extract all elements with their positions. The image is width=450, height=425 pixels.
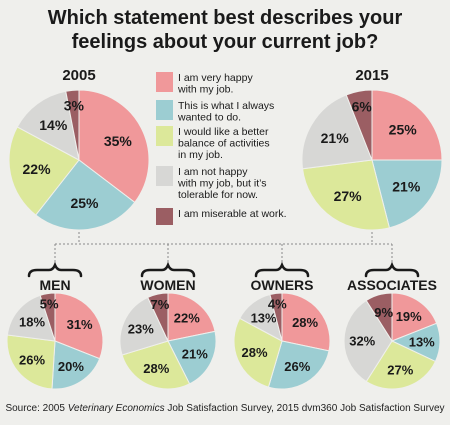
legend-label-0: I am very happy with my job.	[177, 72, 253, 96]
legend-swatch-1	[156, 100, 173, 120]
pie-label-owners-3: 13%	[251, 310, 277, 325]
pie-slice-associates-2	[365, 340, 437, 390]
pie-slice-women-1	[167, 330, 217, 385]
legend-label-line: This is what I always	[178, 100, 274, 112]
legend-label-line: balance of activities	[178, 138, 270, 150]
pie-slice-women-4	[147, 292, 169, 342]
legend-swatch-4	[156, 208, 173, 225]
legend-label-line: I would like a better	[178, 126, 269, 138]
legend-label-2: I would like a better balance of activiti…	[178, 126, 270, 161]
pie-slice-owners-4	[269, 292, 283, 342]
connector-lines	[54, 232, 393, 262]
pie-slice-associates-4	[365, 292, 393, 343]
pie-label-2005-1: 25%	[70, 195, 99, 211]
pie-label-2015-4: 6%	[352, 98, 373, 114]
pie-slice-men-2	[6, 334, 56, 390]
pie-label-owners-0: 28%	[292, 315, 318, 330]
pie-label-associates-2: 27%	[387, 362, 413, 377]
pie-slice-women-3	[119, 296, 169, 356]
pie-label-associates-0: 19%	[396, 309, 422, 324]
pie-title-owners: OWNERS	[251, 277, 314, 293]
pie-slice-owners-0	[281, 292, 331, 352]
pie-slice-owners-1	[267, 340, 330, 390]
pie-slice-2005-3	[16, 90, 80, 161]
legend-label-line: wanted to do.	[177, 112, 241, 124]
pie-slice-2015-0	[371, 89, 443, 161]
legend-swatch-0	[156, 72, 173, 92]
pie-label-owners-1: 26%	[284, 359, 310, 374]
chart-title: Which statement best describes your feel…	[0, 6, 450, 54]
legend-label-line: with my job, but it’s	[177, 178, 267, 190]
legend-label-line: I am miserable at work.	[178, 208, 287, 220]
pie-title-men: MEN	[39, 277, 70, 293]
legend-label-1: This is what I always wanted to do.	[177, 100, 274, 124]
pie-title-women: WOMEN	[140, 277, 195, 293]
pie-slice-2015-2	[301, 159, 391, 231]
pie-label-2015-2: 27%	[334, 188, 363, 204]
pie-label-owners-4: 4%	[268, 297, 287, 312]
pie-label-2005-0: 35%	[104, 133, 133, 149]
source-publication: Veterinary Economics	[67, 403, 165, 414]
pie-label-2015-0: 25%	[389, 121, 418, 137]
pie-slice-men-3	[6, 294, 56, 342]
legend-label-3: I am not happy with my job, but it’s toler…	[177, 166, 267, 201]
pie-title-associates: ASSOCIATES	[347, 277, 437, 293]
legend-label-line: I am not happy	[178, 166, 248, 178]
pie-slice-associates-3	[343, 299, 393, 383]
pie-label-2015-3: 21%	[321, 130, 350, 146]
brace-women	[140, 261, 196, 278]
pie-slice-2005-1	[35, 159, 136, 231]
pie-label-women-0: 22%	[174, 311, 200, 326]
pie-label-men-0: 31%	[67, 317, 93, 332]
pie-label-women-4: 7%	[151, 297, 170, 312]
brace-owners	[254, 261, 310, 278]
pie-label-2005-2: 22%	[23, 161, 52, 177]
legend-swatch-3	[156, 166, 173, 186]
pie-label-associates-3: 32%	[349, 334, 375, 349]
pie-title-2005: 2005	[62, 67, 95, 84]
pie-label-2005-4: 3%	[64, 98, 85, 114]
pie-slice-men-1	[51, 340, 101, 390]
pie-slice-2005-2	[8, 126, 80, 216]
pie-label-2005-3: 14%	[39, 117, 68, 133]
pie-slice-women-0	[167, 292, 216, 342]
pie-slice-2015-4	[345, 89, 373, 161]
pie-slice-2015-1	[371, 159, 443, 229]
pie-title-2015: 2015	[355, 67, 388, 84]
source-note: Source: 2005 Veterinary Economics Job Sa…	[0, 403, 450, 414]
pie-label-women-2: 28%	[143, 361, 169, 376]
pie-label-associates-4: 9%	[374, 305, 393, 320]
legend-label-line: with my job.	[177, 84, 233, 96]
source-prefix: Source: 2005	[5, 403, 68, 414]
pie-label-associates-1: 13%	[409, 335, 435, 350]
legend-label-line: I am very happy	[178, 72, 253, 84]
legend-swatch-2	[156, 126, 173, 146]
pie-slice-2005-0	[78, 89, 150, 204]
legend-label-4: I am miserable at work.	[178, 208, 287, 220]
pie-label-men-2: 26%	[19, 353, 45, 368]
pie-label-women-3: 23%	[128, 322, 154, 337]
brace-men	[27, 261, 83, 278]
pie-label-men-4: 5%	[40, 297, 59, 312]
pie-slice-men-4	[39, 292, 56, 342]
chart-title-line-1: Which statement best describes your	[47, 7, 403, 29]
source-suffix: Job Satisfaction Survey, 2015 dvm360 Job…	[164, 403, 445, 414]
pie-label-2015-1: 21%	[392, 179, 421, 195]
pie-label-men-3: 18%	[19, 315, 45, 330]
pie-slice-2005-4	[65, 89, 80, 161]
legend-label-line: tolerable for now.	[178, 189, 258, 201]
brace-associates	[364, 261, 420, 278]
pie-slice-men-0	[54, 292, 104, 360]
pie-slice-associates-0	[391, 292, 438, 342]
pie-label-women-1: 21%	[182, 347, 208, 362]
pie-slice-2015-3	[301, 94, 373, 170]
pie-label-owners-2: 28%	[242, 345, 268, 360]
pie-label-men-1: 20%	[58, 359, 84, 374]
pie-slice-women-2	[121, 340, 191, 390]
legend-label-line: in my job.	[178, 149, 223, 161]
pie-slice-owners-2	[233, 317, 283, 388]
chart-title-line-2: feelings about your current job?	[71, 31, 379, 53]
